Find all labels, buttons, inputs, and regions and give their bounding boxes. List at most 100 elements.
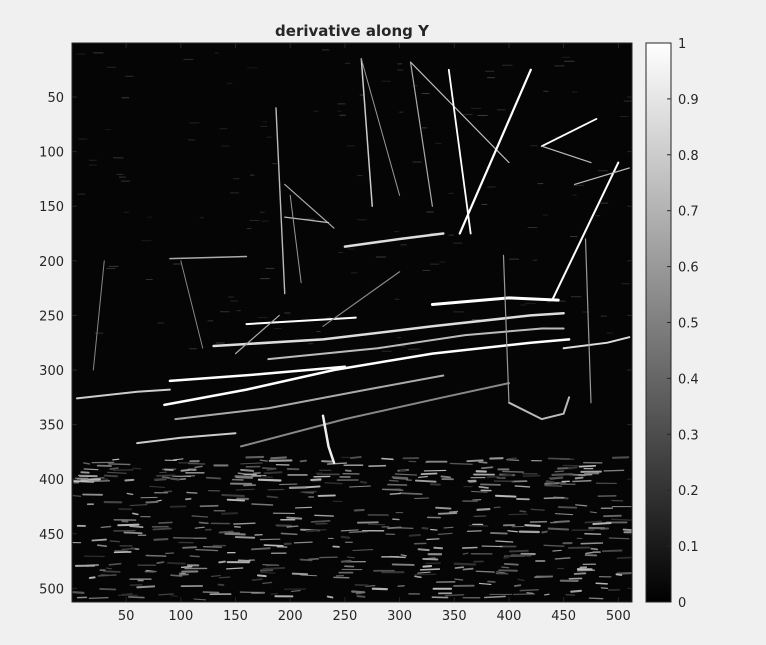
edge-curve [163, 338, 571, 407]
edge-stroke [169, 255, 248, 260]
edge-stroke [169, 477, 180, 481]
edge-stroke [91, 538, 107, 542]
edge-stroke [350, 455, 362, 459]
edge-stroke [199, 504, 219, 508]
edge-stroke [508, 549, 529, 553]
edge-stroke [548, 476, 564, 479]
edge-stroke [454, 578, 464, 581]
edge-stroke [417, 548, 430, 552]
colorbar-ticks: 0 0.1 0.2 0.3 0.4 0.5 0.6 0.7 0.8 0.9 1 [667, 37, 699, 611]
edge-stroke [501, 566, 510, 569]
edge-stroke [554, 557, 571, 560]
edge-stroke [545, 480, 555, 484]
edge-stroke [611, 456, 630, 459]
edge-stroke [495, 540, 514, 543]
edge-stroke [72, 494, 82, 498]
edge-stroke [250, 547, 271, 551]
edge-stroke [349, 485, 371, 488]
edge-stroke [80, 478, 101, 481]
edge-stroke [167, 562, 186, 565]
edge-stroke [414, 575, 422, 579]
edge-stroke [340, 529, 359, 532]
edge-stroke [543, 544, 565, 547]
colorbar-tick-label: 0 [678, 596, 686, 611]
edge-stroke [480, 466, 494, 470]
edge-stroke [422, 565, 433, 568]
edge-curve [168, 365, 347, 383]
edge-stroke [422, 557, 439, 561]
edge-stroke [419, 568, 441, 571]
y-tick-label: 500 [39, 582, 64, 597]
edge-stroke [578, 465, 597, 468]
edge-stroke [154, 478, 167, 482]
edge-curve [321, 414, 336, 465]
edge-stroke [534, 575, 554, 579]
edge-stroke [240, 468, 255, 472]
edge-stroke [321, 460, 333, 463]
edge-stroke [234, 536, 256, 539]
edge-stroke [506, 459, 520, 461]
edge-stroke [290, 589, 301, 593]
edge-stroke [352, 549, 374, 552]
edge-stroke [481, 545, 503, 548]
colorbar-tick-label: 0.5 [678, 317, 699, 332]
edge-stroke [132, 512, 139, 516]
edge-stroke [600, 587, 609, 590]
y-tick-label: 250 [39, 309, 64, 324]
edge-stroke [346, 556, 355, 559]
colorbar-tick-label: 0.8 [678, 149, 699, 164]
edge-stroke [117, 523, 140, 527]
edge-stroke [601, 549, 623, 553]
edge-stroke [399, 492, 423, 495]
edge-stroke [389, 555, 406, 559]
edge-stroke [299, 459, 308, 463]
edge-stroke [262, 581, 273, 585]
edge-curve [343, 232, 445, 248]
edge-stroke [129, 525, 144, 528]
edge-stroke [83, 462, 91, 465]
edge-stroke [300, 490, 317, 493]
edge-stroke [543, 496, 565, 500]
edge-stroke [145, 554, 167, 557]
edge-stroke [107, 463, 131, 466]
edge-stroke [237, 472, 245, 475]
edge-stroke [447, 68, 472, 235]
edge-stroke [454, 566, 465, 569]
edge-stroke [557, 506, 578, 509]
edge-stroke [530, 508, 545, 511]
edge-stroke [551, 161, 620, 301]
edge-stroke [205, 476, 222, 480]
edge-stroke [502, 470, 525, 473]
x-tick-label: 350 [442, 609, 467, 624]
edge-stroke [547, 527, 570, 531]
x-tick-label: 400 [497, 609, 522, 624]
edge-stroke [108, 562, 122, 566]
edge-stroke [132, 467, 142, 470]
edge-stroke [161, 476, 171, 479]
edge-stroke [245, 455, 265, 459]
x-tick-label: 450 [551, 609, 576, 624]
edge-stroke [541, 145, 592, 164]
edge-stroke [257, 478, 282, 482]
edge-stroke [180, 469, 190, 472]
y-axis: 50 100 150 200 250 300 350 400 450 500 [39, 91, 632, 597]
edge-stroke [409, 61, 433, 207]
edge-stroke [449, 510, 459, 513]
edge-stroke [251, 578, 263, 581]
edge-stroke [408, 533, 422, 537]
edge-stroke [270, 593, 279, 595]
edge-stroke [478, 582, 492, 586]
edge-stroke [552, 549, 562, 552]
edge-stroke [356, 595, 366, 598]
colorbar-gradient [645, 42, 672, 603]
edge-stroke [543, 593, 550, 596]
edge-stroke [101, 478, 109, 480]
edge-stroke [603, 469, 625, 472]
edge-stroke [299, 558, 313, 562]
edge-stroke [503, 562, 519, 566]
edge-stroke [112, 458, 120, 461]
edge-stroke [262, 566, 286, 570]
edge-stroke [221, 494, 245, 498]
edge-stroke [233, 522, 256, 525]
edge-stroke [391, 476, 409, 480]
